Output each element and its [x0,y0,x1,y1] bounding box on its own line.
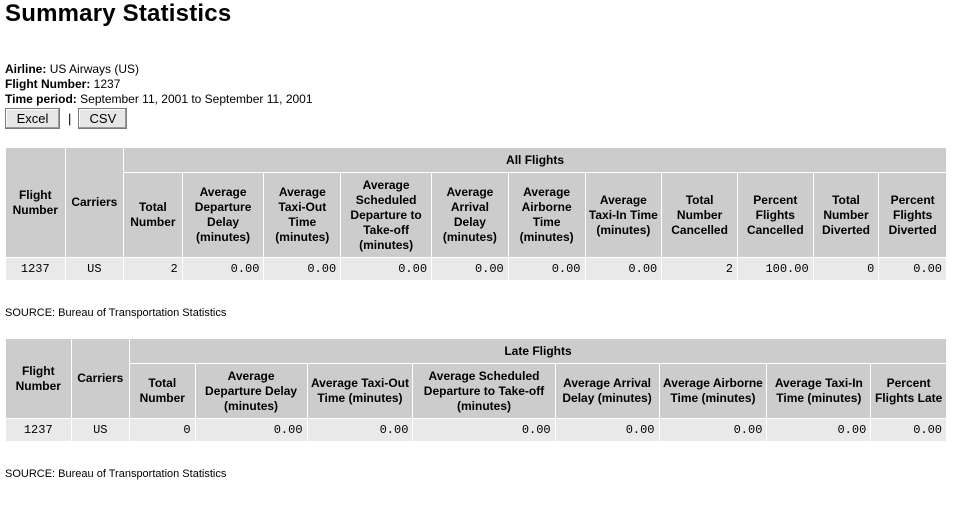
cell-avg-taxi-in: 0.00 [585,258,662,280]
page-title: Summary Statistics [5,0,232,27]
cell-avg-arrival-delay: 0.00 [432,258,508,280]
time-period-line: Time period: September 11, 2001 to Septe… [5,92,313,107]
header-percent-cancelled: Percent Flights Cancelled [737,173,813,257]
header-avg-departure-delay: Average Departure Delay (minutes) [195,364,307,418]
header-total-number: Total Number [124,173,182,257]
header-avg-taxi-out: Average Taxi-Out Time (minutes) [264,173,341,257]
header-avg-departure-delay: Average Departure Delay (minutes) [182,173,264,257]
all-flights-table: Flight Number Carriers All Flights Total… [5,147,947,281]
airline-label: Airline: [5,62,47,76]
header-percent-late: Percent Flights Late [871,364,946,418]
cell-total-number: 2 [124,258,182,280]
header-carriers: Carriers [71,339,130,418]
cell-percent-diverted: 0.00 [879,258,946,280]
cell-avg-sched-dep-takeoff: 0.00 [413,419,555,441]
cell-carriers: US [71,419,130,441]
cell-avg-departure-delay: 0.00 [182,258,264,280]
cell-avg-departure-delay: 0.00 [195,419,307,441]
header-late-flights: Late Flights [130,339,946,363]
source-note: SOURCE: Bureau of Transportation Statist… [5,307,227,319]
cell-avg-arrival-delay: 0.00 [555,419,659,441]
header-avg-sched-dep-takeoff: Average Scheduled Departure to Take-off … [341,173,432,257]
cell-total-number: 0 [130,419,195,441]
header-avg-taxi-out: Average Taxi-Out Time (minutes) [307,364,413,418]
flight-number-label: Flight Number: [5,77,91,91]
cell-avg-taxi-in: 0.00 [767,419,871,441]
header-carriers: Carriers [65,148,124,257]
cell-avg-taxi-out: 0.00 [264,258,341,280]
cell-avg-taxi-out: 0.00 [307,419,413,441]
airline-value: US Airways (US) [49,62,140,76]
button-separator: | [68,111,72,126]
header-avg-airborne: Average Airborne Time (minutes) [659,364,767,418]
cell-carriers: US [65,258,124,280]
header-avg-taxi-in: Average Taxi-In Time (minutes) [585,173,662,257]
cell-avg-sched-dep-takeoff: 0.00 [341,258,432,280]
header-percent-diverted: Percent Flights Diverted [879,173,946,257]
csv-button[interactable]: CSV [78,108,128,129]
header-avg-arrival-delay: Average Arrival Delay (minutes) [432,173,508,257]
cell-flight-number: 1237 [6,258,65,280]
cell-percent-late: 0.00 [871,419,946,441]
time-period-label: Time period: [5,92,77,106]
time-period-value: September 11, 2001 to September 11, 2001 [80,92,313,106]
source-note: SOURCE: Bureau of Transportation Statist… [5,468,227,480]
cell-total-cancelled: 2 [662,258,737,280]
late-flights-table: Flight Number Carriers Late Flights Tota… [5,338,947,442]
export-buttons: Excel | CSV [5,108,128,129]
header-total-cancelled: Total Number Cancelled [662,173,737,257]
table-row: 1237 US 2 0.00 0.00 0.00 0.00 0.00 0.00 … [6,258,946,280]
flight-number-line: Flight Number: 1237 [5,77,120,92]
table-row: 1237 US 0 0.00 0.00 0.00 0.00 0.00 0.00 … [6,419,946,441]
header-avg-arrival-delay: Average Arrival Delay (minutes) [555,364,659,418]
header-avg-sched-dep-takeoff: Average Scheduled Departure to Take-off … [413,364,555,418]
excel-button[interactable]: Excel [5,108,60,129]
header-all-flights: All Flights [124,148,946,172]
header-flight-number: Flight Number [6,339,71,418]
cell-flight-number: 1237 [6,419,71,441]
cell-avg-airborne: 0.00 [659,419,767,441]
header-flight-number: Flight Number [6,148,65,257]
header-total-number: Total Number [130,364,195,418]
flight-number-value: 1237 [93,77,121,91]
cell-percent-cancelled: 100.00 [737,258,813,280]
header-total-diverted: Total Number Diverted [813,173,879,257]
header-avg-airborne: Average Airborne Time (minutes) [508,173,585,257]
header-avg-taxi-in: Average Taxi-In Time (minutes) [767,364,871,418]
airline-line: Airline: US Airways (US) [5,62,139,77]
cell-avg-airborne: 0.00 [508,258,585,280]
cell-total-diverted: 0 [813,258,879,280]
